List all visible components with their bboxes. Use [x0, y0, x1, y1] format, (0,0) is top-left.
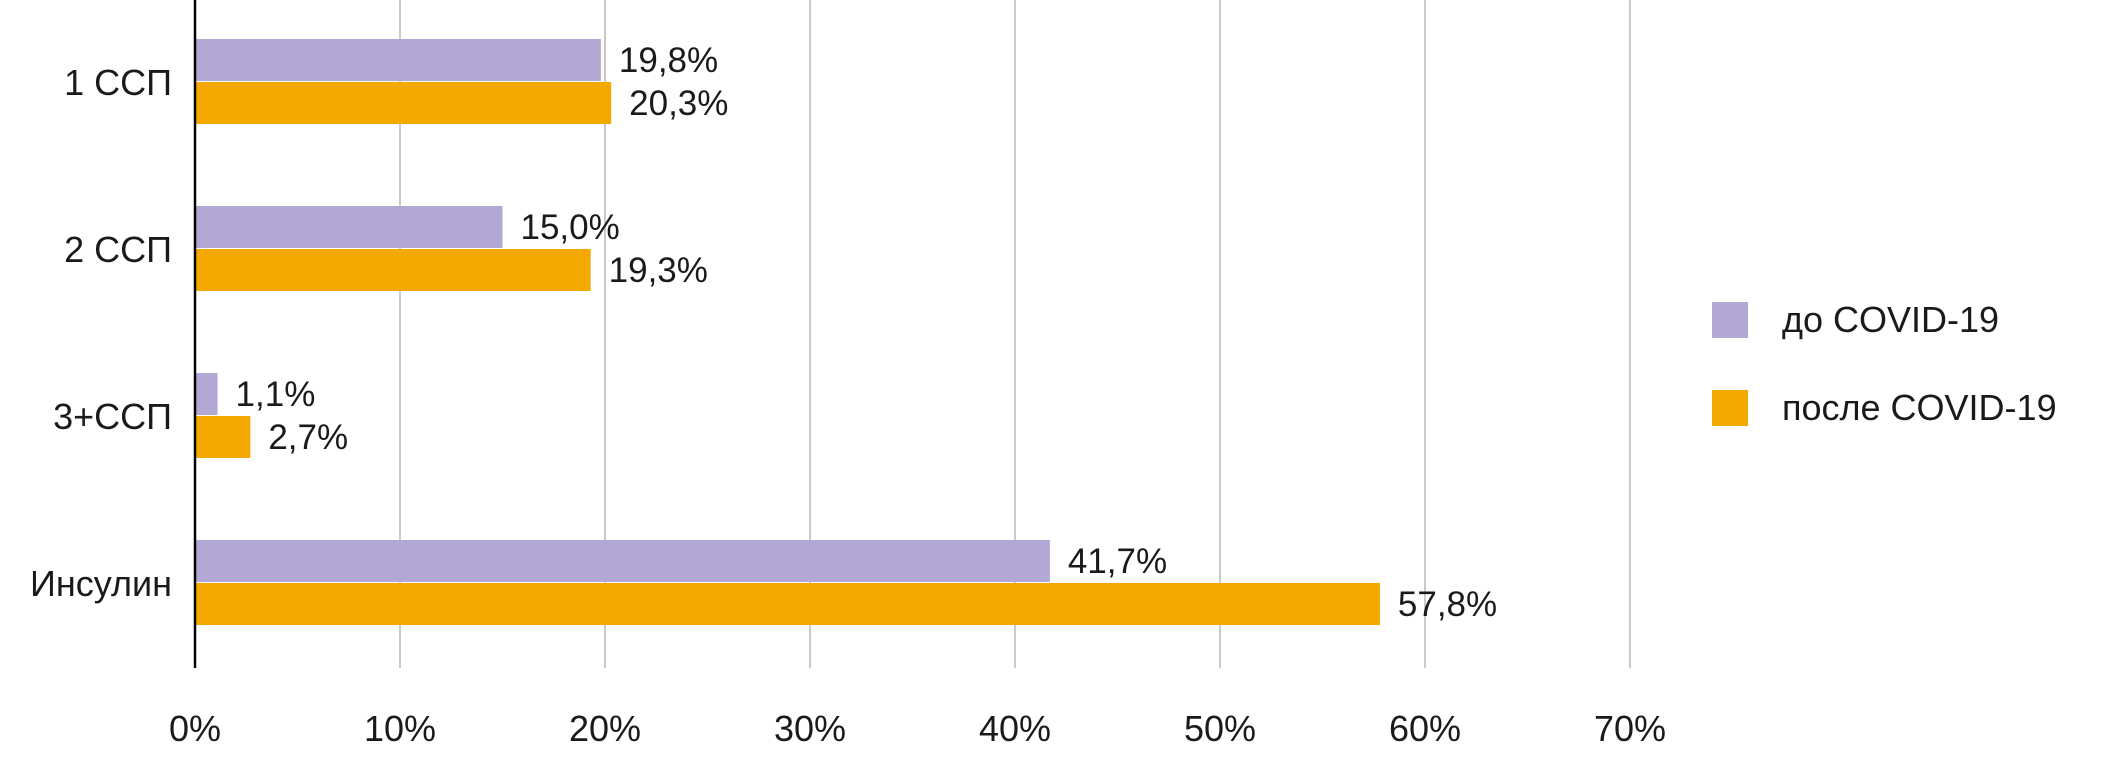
bar-before-covid: [196, 39, 601, 81]
x-tick-label: 60%: [1389, 708, 1461, 749]
bar-before-covid: [196, 540, 1050, 582]
value-label: 2,7%: [268, 418, 348, 457]
legend-item-after-covid: после COVID-19: [1712, 387, 2057, 428]
category-label: 2 ССП: [64, 229, 172, 270]
value-label: 41,7%: [1068, 542, 1167, 581]
x-tick-label: 30%: [774, 708, 846, 749]
bar-after-covid: [196, 249, 591, 291]
x-tick-label: 0%: [169, 708, 221, 749]
x-tick-label: 10%: [364, 708, 436, 749]
bar-before-covid: [196, 206, 503, 248]
x-tick-label: 20%: [569, 708, 641, 749]
bar-before-covid: [196, 373, 218, 415]
legend-label-after-covid: после COVID-19: [1782, 387, 2057, 428]
value-labels: 19,8% 20,3% 15,0% 19,3% 1,1% 2,7% 41,7% 57,8%: [236, 41, 1498, 624]
legend-label-before-covid: до COVID-19: [1782, 299, 2000, 340]
value-label: 15,0%: [521, 208, 620, 247]
category-label: Инсулин: [30, 563, 172, 604]
bar-after-covid: [196, 583, 1380, 625]
x-tick-label: 50%: [1184, 708, 1256, 749]
x-tick-label: 40%: [979, 708, 1051, 749]
value-label: 20,3%: [629, 84, 728, 123]
bar-after-covid: [196, 82, 612, 124]
category-labels: 1 ССП 2 ССП 3+ССП Инсулин: [30, 62, 172, 604]
bars: [196, 39, 1380, 625]
legend-item-before-covid: до COVID-19: [1712, 299, 2057, 340]
value-label: 19,8%: [619, 41, 718, 80]
category-label: 3+ССП: [53, 396, 172, 437]
x-tick-labels: 0% 10% 20% 30% 40% 50% 60% 70%: [169, 708, 1666, 749]
legend-swatch-before-covid: [1712, 302, 1748, 338]
legend-swatch-after-covid: [1712, 390, 1748, 426]
value-label: 19,3%: [609, 251, 708, 290]
category-label: 1 ССП: [64, 62, 172, 103]
bar-after-covid: [196, 416, 251, 458]
x-tick-label: 70%: [1594, 708, 1666, 749]
legend: до COVID-19 после COVID-19: [1712, 299, 2057, 476]
value-label: 1,1%: [236, 375, 316, 414]
value-label: 57,8%: [1398, 585, 1497, 624]
